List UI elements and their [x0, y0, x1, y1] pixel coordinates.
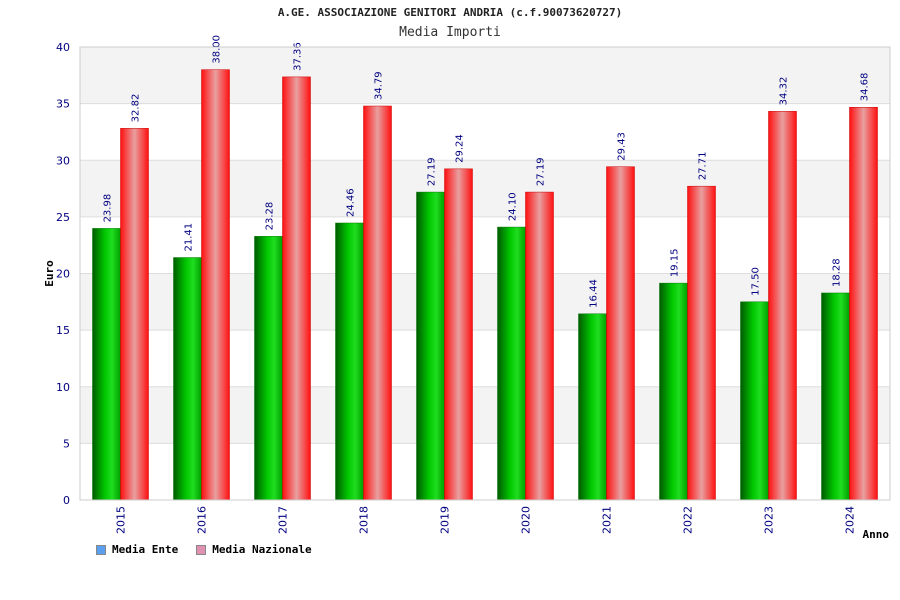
- bar-media-ente: [659, 282, 688, 501]
- y-tick-label: 20: [56, 268, 70, 281]
- y-tick-label: 0: [63, 494, 70, 507]
- data-label: 29.24: [455, 134, 466, 163]
- x-tick-label: 2022: [682, 506, 695, 534]
- bar-media-nazionale: [849, 106, 878, 501]
- x-tick-label: 2023: [763, 506, 776, 534]
- bar-media-ente: [335, 222, 364, 501]
- plot-border: [79, 46, 891, 501]
- data-label: 37.36: [293, 42, 304, 71]
- y-tick-label: 25: [56, 211, 70, 224]
- bar-media-ente: [821, 292, 850, 501]
- y-tick-label: 15: [56, 324, 70, 337]
- legend-item-ente: Media Ente: [96, 543, 178, 556]
- x-tick-label: 2020: [520, 506, 533, 534]
- bar-media-ente: [254, 236, 283, 501]
- data-label: 29.43: [617, 132, 628, 161]
- bar-media-ente: [740, 301, 769, 501]
- data-label: 34.79: [374, 71, 385, 100]
- data-label: 23.98: [103, 194, 114, 223]
- legend-label-ente: Media Ente: [112, 543, 179, 556]
- data-label: 38.00: [212, 35, 223, 64]
- data-label: 19.15: [670, 248, 681, 277]
- bar-media-nazionale: [606, 166, 635, 501]
- x-tick-label: 2018: [358, 506, 371, 534]
- bar-media-nazionale: [363, 105, 392, 501]
- data-label: 24.10: [508, 192, 519, 221]
- data-label: 27.19: [427, 157, 438, 186]
- data-label: 23.28: [265, 202, 276, 231]
- x-tick-label: 2021: [601, 506, 614, 534]
- legend-item-nazionale: Media Nazionale: [196, 543, 312, 556]
- bar-media-ente: [578, 313, 607, 501]
- data-label: 17.50: [751, 267, 762, 296]
- data-label: 21.41: [184, 223, 195, 252]
- data-label: 27.19: [536, 157, 547, 186]
- x-axis-label: Anno: [863, 528, 890, 541]
- chart-subtitle: Media Importi: [399, 25, 501, 40]
- y-axis-label: Euro: [43, 260, 56, 287]
- bar-media-nazionale: [768, 111, 797, 501]
- x-tick-label: 2017: [277, 506, 290, 534]
- data-label: 24.46: [346, 188, 357, 217]
- data-label: 18.28: [832, 258, 843, 287]
- x-tick-label: 2024: [844, 506, 857, 534]
- data-label: 27.71: [698, 152, 709, 181]
- bar-media-nazionale: [201, 69, 230, 501]
- data-label: 32.82: [131, 94, 142, 123]
- y-tick-label: 5: [63, 437, 70, 450]
- bar-media-nazionale: [444, 168, 473, 501]
- bar-media-ente: [497, 226, 526, 501]
- data-label: 16.44: [589, 279, 600, 308]
- y-tick-label: 10: [56, 381, 70, 394]
- bar-media-nazionale: [282, 76, 311, 501]
- y-tick-label: 35: [56, 98, 70, 111]
- x-tick-label: 2019: [439, 506, 452, 534]
- bar-media-nazionale: [687, 185, 716, 501]
- bar-media-ente: [416, 191, 445, 501]
- bar-media-ente: [173, 257, 202, 501]
- x-tick-label: 2015: [115, 506, 128, 534]
- legend-label-nazionale: Media Nazionale: [212, 543, 312, 556]
- bar-media-nazionale: [525, 191, 554, 501]
- y-tick-label: 30: [56, 154, 70, 167]
- data-label: 34.68: [860, 73, 871, 102]
- legend-swatch-nazionale: [196, 544, 207, 555]
- legend-swatch-ente: [96, 544, 106, 555]
- y-tick-label: 40: [56, 41, 70, 54]
- bar-media-ente: [92, 228, 121, 501]
- data-label: 34.32: [779, 77, 790, 106]
- chart-title: A.GE. ASSOCIAZIONE GENITORI ANDRIA (c.f.…: [277, 6, 623, 19]
- chart-legend: Media Ente Media Nazionale: [96, 543, 312, 556]
- x-tick-label: 2016: [196, 506, 209, 534]
- bar-media-nazionale: [120, 128, 149, 501]
